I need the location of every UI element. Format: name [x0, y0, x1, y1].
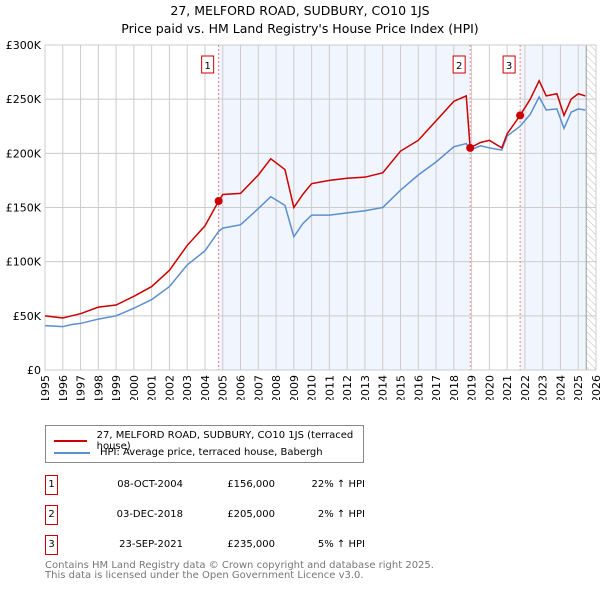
sale-hpi: 5% ↑ HPI [317, 539, 365, 550]
x-tick-label: 2023 [537, 375, 550, 400]
x-tick-label: 2021 [501, 375, 514, 400]
x-tick-label: 2010 [306, 375, 319, 400]
y-tick-label: £0 [27, 364, 41, 377]
sale-marker-box [201, 55, 215, 74]
x-tick-label: 2003 [181, 375, 194, 400]
hpi-line [44, 95, 586, 328]
x-tick-label: 2024 [554, 375, 567, 400]
x-tick-label: 2017 [430, 375, 443, 400]
x-tick-label: 2004 [199, 375, 212, 400]
sale-hpi: 22% ↑ HPI [311, 479, 365, 490]
x-tick-label: 2025 [572, 375, 585, 400]
sale-point [516, 111, 525, 120]
sale-marker-number: 1 [204, 61, 210, 72]
y-tick-label: £100K [6, 256, 42, 269]
chart-subtitle: Price paid vs. HM Land Registry's House … [121, 21, 479, 36]
x-tick-label: 2026 [590, 375, 600, 400]
legend-label: HPI: Average price, terraced house, Babe… [100, 447, 323, 458]
x-tick-label: 2018 [448, 375, 461, 400]
sale-marker-label: 1 [45, 475, 58, 495]
x-tick-label: 2016 [412, 375, 425, 400]
sale-row: 1 08-OCT-2004 £156,000 22% ↑ HPI [45, 475, 445, 495]
sale-point [466, 143, 475, 152]
x-tick-label: 2022 [519, 375, 532, 400]
x-tick-label: 2005 [217, 375, 230, 400]
price-chart: 1995 1996 1997 1998 1999 2000 2001 2002 2003 2004… [6, 39, 600, 400]
x-tick-label: 2014 [377, 375, 390, 400]
sale-marker-number: 2 [456, 61, 462, 72]
sale-marker-box [502, 55, 516, 74]
footer-line: This data is licensed under the Open Gov… [45, 570, 364, 581]
plot-border [44, 44, 597, 371]
x-tick-label: 2000 [128, 375, 141, 400]
sale-marker-number: 3 [506, 61, 512, 72]
sale-marker-box [452, 55, 466, 74]
footer-line: Contains HM Land Registry data © Crown c… [45, 560, 434, 571]
x-tick-label: 2002 [163, 375, 176, 400]
sale-marker-label: 2 [45, 505, 58, 525]
sale-date: 08-OCT-2004 [117, 479, 183, 490]
y-tick-label: £200K [6, 147, 42, 160]
y-tick-label: £250K [6, 93, 42, 106]
legend: 27, MELFORD ROAD, SUDBURY, CO10 1JS (ter… [45, 425, 364, 463]
legend-item-property: 27, MELFORD ROAD, SUDBURY, CO10 1JS (ter… [54, 430, 363, 452]
legend-swatch-red [54, 440, 87, 442]
y-tick-label: £150K [6, 202, 42, 215]
sale-price: £205,000 [227, 509, 275, 520]
chart-title: 27, MELFORD ROAD, SUDBURY, CO10 1JS [170, 3, 430, 18]
sale-point [214, 197, 223, 205]
x-tick-label: 1996 [57, 375, 70, 400]
legend-item-hpi: HPI: Average price, terraced house, Babe… [54, 447, 323, 458]
x-tick-label: 2007 [252, 375, 265, 400]
x-tick-label: 2012 [341, 375, 354, 400]
x-tick-label: 2001 [146, 375, 159, 400]
sale-price: £235,000 [227, 539, 275, 550]
sale-date: 23-SEP-2021 [119, 539, 183, 550]
y-tick-label: £300K [6, 39, 42, 52]
x-tick-label: 1999 [110, 375, 123, 400]
sale-hpi: 2% ↑ HPI [317, 509, 365, 520]
sale-price: £156,000 [227, 479, 275, 490]
x-tick-label: 1995 [39, 375, 52, 400]
sale-date: 03-DEC-2018 [116, 509, 183, 520]
x-tick-label: 2013 [359, 375, 372, 400]
sale-row: 2 03-DEC-2018 £205,000 2% ↑ HPI [45, 505, 445, 525]
x-tick-label: 2008 [270, 375, 283, 400]
x-tick-label: 2019 [466, 375, 479, 400]
sale-marker-label: 3 [45, 535, 58, 555]
legend-label: 27, MELFORD ROAD, SUDBURY, CO10 1JS (ter… [96, 430, 354, 452]
legend-swatch-blue [54, 451, 90, 454]
y-tick-label: £50K [13, 310, 42, 323]
x-tick-label: 2011 [323, 375, 336, 400]
sale-row: 3 23-SEP-2021 £235,000 5% ↑ HPI [45, 535, 445, 555]
x-tick-label: 2015 [394, 375, 407, 400]
footer: Contains HM Land Registry data © Crown c… [45, 561, 434, 581]
x-tick-label: 1997 [75, 375, 88, 400]
x-tick-label: 2009 [288, 375, 301, 400]
x-tick-label: 1998 [92, 375, 105, 400]
x-tick-label: 2006 [235, 375, 248, 400]
x-tick-label: 2020 [483, 375, 496, 400]
property-price-line [44, 79, 586, 319]
